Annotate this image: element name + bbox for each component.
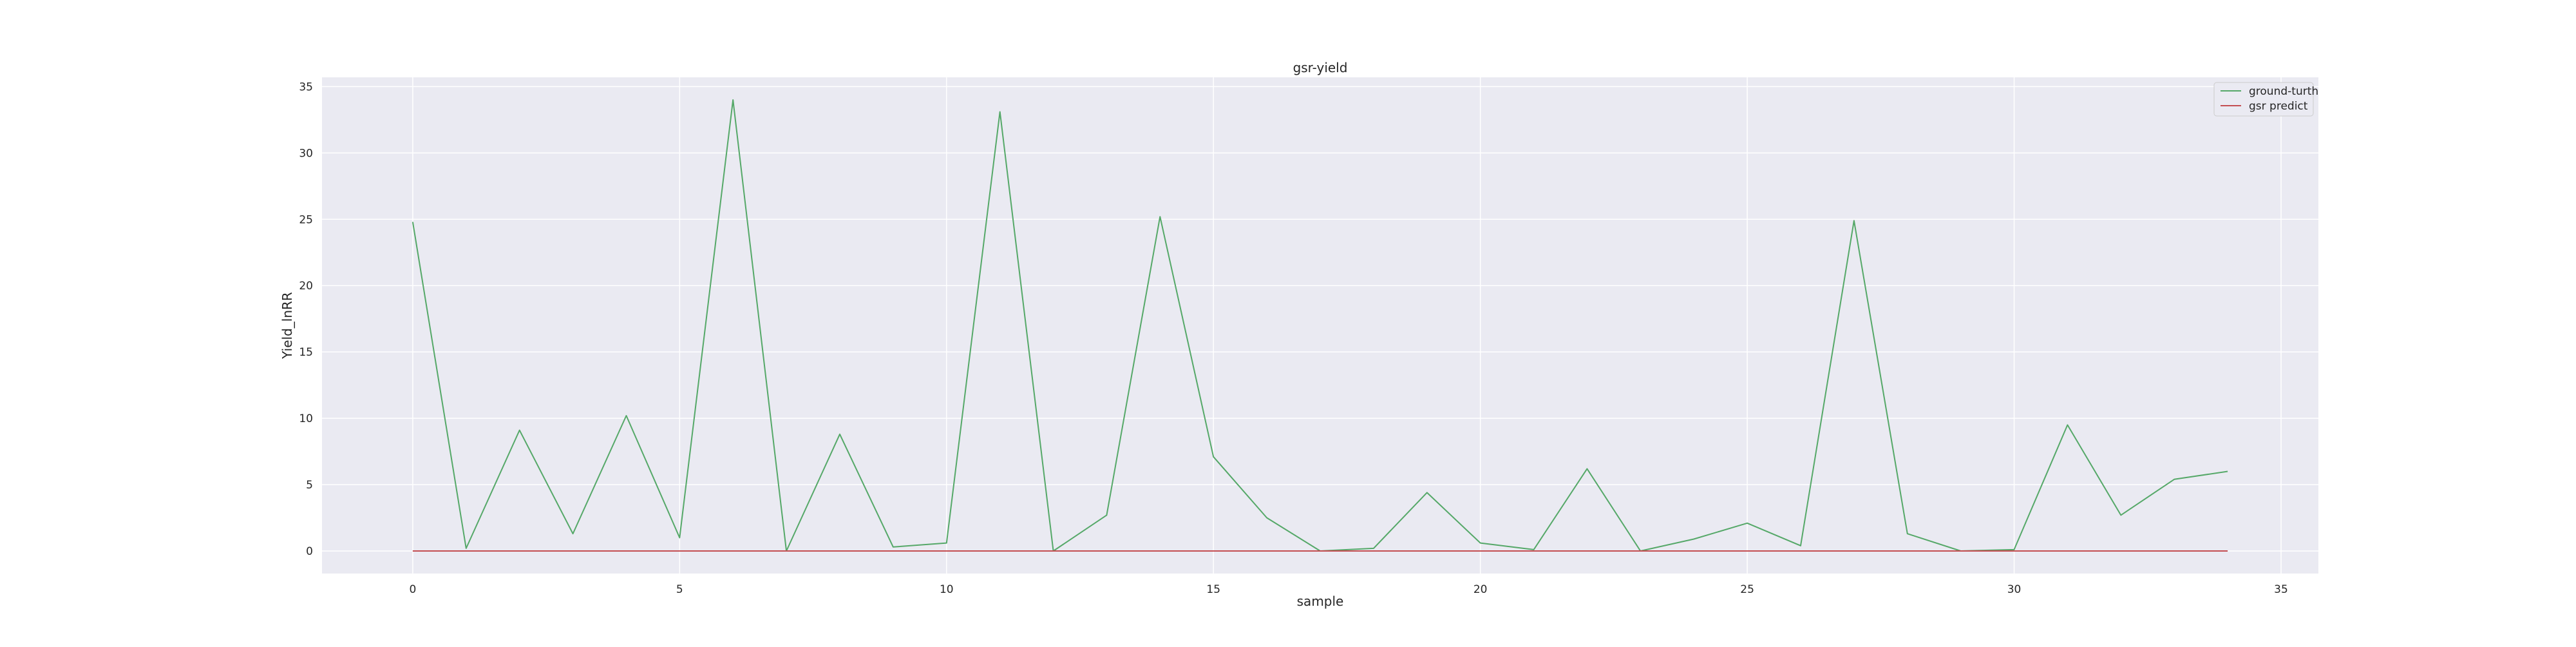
- y-tick-label: 5: [306, 479, 313, 492]
- y-tick-label: 15: [299, 346, 313, 359]
- x-axis-label: sample: [1297, 594, 1344, 609]
- y-tick-label: 35: [299, 81, 313, 93]
- legend-label-gsr-predict: gsr predict: [2249, 100, 2308, 113]
- chart-title: gsr-yield: [1293, 60, 1348, 75]
- y-tick-label: 20: [299, 280, 313, 293]
- legend: ground-turth gsr predict: [2213, 82, 2318, 117]
- tick-labels: 0 5 10 15 20 25 30 35 0 5 10 15 20 25 30 35: [299, 81, 2287, 596]
- x-tick-label: 30: [2007, 583, 2022, 596]
- y-tick-label: 30: [299, 147, 313, 160]
- y-axis-label: Yield_lnRR: [279, 292, 295, 360]
- y-tick-label: 0: [306, 545, 313, 558]
- x-tick-label: 10: [940, 583, 954, 596]
- grid: [322, 77, 2318, 574]
- x-tick-label: 5: [676, 583, 683, 596]
- x-tick-label: 35: [2274, 583, 2288, 596]
- legend-label-ground-turth: ground-turth: [2249, 85, 2318, 98]
- series-layer: [412, 99, 2228, 552]
- plot-area: [322, 77, 2318, 574]
- y-tick-label: 25: [299, 213, 313, 226]
- y-tick-label: 10: [299, 412, 313, 425]
- x-tick-label: 0: [409, 583, 416, 596]
- x-tick-label: 25: [1740, 583, 1754, 596]
- x-tick-label: 15: [1206, 583, 1220, 596]
- x-tick-label: 20: [1473, 583, 1488, 596]
